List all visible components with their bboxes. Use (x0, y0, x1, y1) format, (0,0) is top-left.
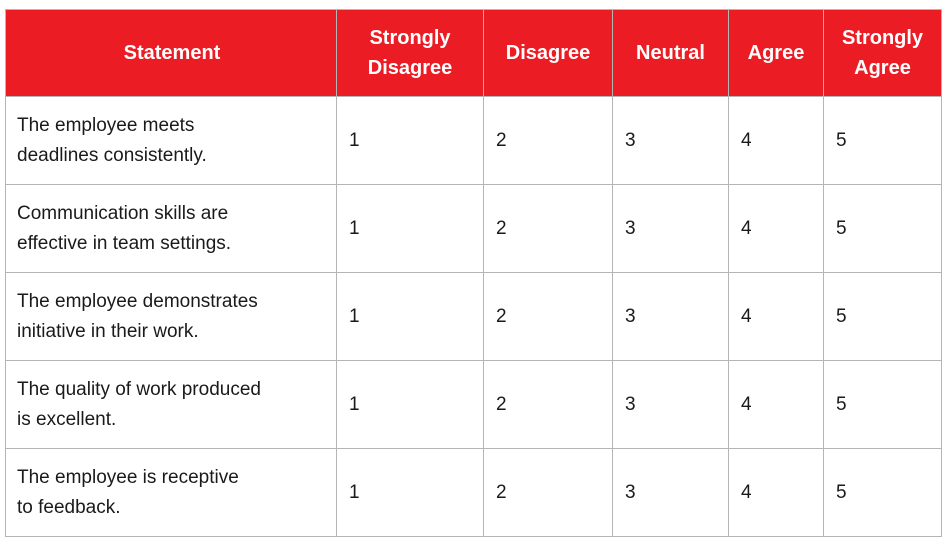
rating-strongly-disagree: 1 (336, 360, 484, 449)
header-neutral: Neutral (612, 9, 729, 97)
rating-scale-table: Statement Strongly Disagree Disagree Neut… (5, 9, 942, 537)
statement-line: effective in team settings. (17, 232, 232, 254)
statement-cell: The quality of work produced is excellent… (5, 360, 337, 449)
header-neutral-label: Neutral (636, 42, 705, 64)
header-strongly-disagree-line2: Disagree (367, 57, 453, 79)
header-strongly-disagree-line1: Strongly (369, 27, 451, 49)
rating-disagree: 2 (483, 184, 613, 273)
statement-line: Communication skills are (17, 202, 229, 224)
rating-strongly-disagree: 1 (336, 96, 484, 185)
header-agree-label: Agree (747, 42, 805, 64)
rating-agree: 4 (728, 448, 824, 537)
statement-line: deadlines consistently. (17, 144, 207, 166)
rating-neutral: 3 (612, 272, 729, 361)
header-statement: Statement (5, 9, 337, 97)
table-row: The quality of work produced is excellent… (5, 360, 942, 449)
rating-strongly-agree: 5 (823, 184, 942, 273)
table-header: Statement Strongly Disagree Disagree Neut… (5, 9, 942, 97)
header-strongly-agree: Strongly Agree (823, 9, 942, 97)
rating-strongly-disagree: 1 (336, 184, 484, 273)
statement-line: to feedback. (17, 496, 121, 518)
statement-line: The employee is receptive (17, 466, 239, 488)
rating-agree: 4 (728, 360, 824, 449)
table-row: Communication skills are effective in tea… (5, 184, 942, 273)
rating-strongly-agree: 5 (823, 448, 942, 537)
rating-agree: 4 (728, 96, 824, 185)
statement-line: The employee meets (17, 114, 195, 136)
rating-disagree: 2 (483, 360, 613, 449)
rating-strongly-agree: 5 (823, 96, 942, 185)
table-row: The employee demonstrates initiative in t… (5, 272, 942, 361)
header-row: Statement Strongly Disagree Disagree Neut… (5, 9, 942, 97)
rating-strongly-agree: 5 (823, 272, 942, 361)
rating-disagree: 2 (483, 272, 613, 361)
table-row: The employee is receptive to feedback. 1 … (5, 448, 942, 537)
header-agree: Agree (728, 9, 824, 97)
rating-disagree: 2 (483, 448, 613, 537)
rating-strongly-agree: 5 (823, 360, 942, 449)
rating-neutral: 3 (612, 96, 729, 185)
header-strongly-disagree: Strongly Disagree (336, 9, 484, 97)
rating-agree: 4 (728, 272, 824, 361)
rating-strongly-disagree: 1 (336, 448, 484, 537)
header-statement-label: Statement (123, 42, 221, 64)
header-strongly-agree-line1: Strongly (841, 27, 924, 49)
table-row: The employee meets deadlines consistently… (5, 96, 942, 185)
rating-neutral: 3 (612, 360, 729, 449)
statement-cell: The employee demonstrates initiative in t… (5, 272, 337, 361)
statement-cell: Communication skills are effective in tea… (5, 184, 337, 273)
header-strongly-agree-line2: Agree (854, 57, 911, 79)
statement-cell: The employee is receptive to feedback. (5, 448, 337, 537)
statement-line: The quality of work produced (17, 378, 261, 400)
header-disagree-label: Disagree (505, 42, 591, 64)
statement-cell: The employee meets deadlines consistently… (5, 96, 337, 185)
statement-line: is excellent. (17, 408, 117, 430)
rating-disagree: 2 (483, 96, 613, 185)
rating-strongly-disagree: 1 (336, 272, 484, 361)
rating-neutral: 3 (612, 184, 729, 273)
statement-line: The employee demonstrates (17, 290, 258, 312)
header-disagree: Disagree (483, 9, 613, 97)
table-body: The employee meets deadlines consistently… (5, 96, 942, 537)
rating-neutral: 3 (612, 448, 729, 537)
statement-line: initiative in their work. (17, 320, 199, 342)
rating-agree: 4 (728, 184, 824, 273)
